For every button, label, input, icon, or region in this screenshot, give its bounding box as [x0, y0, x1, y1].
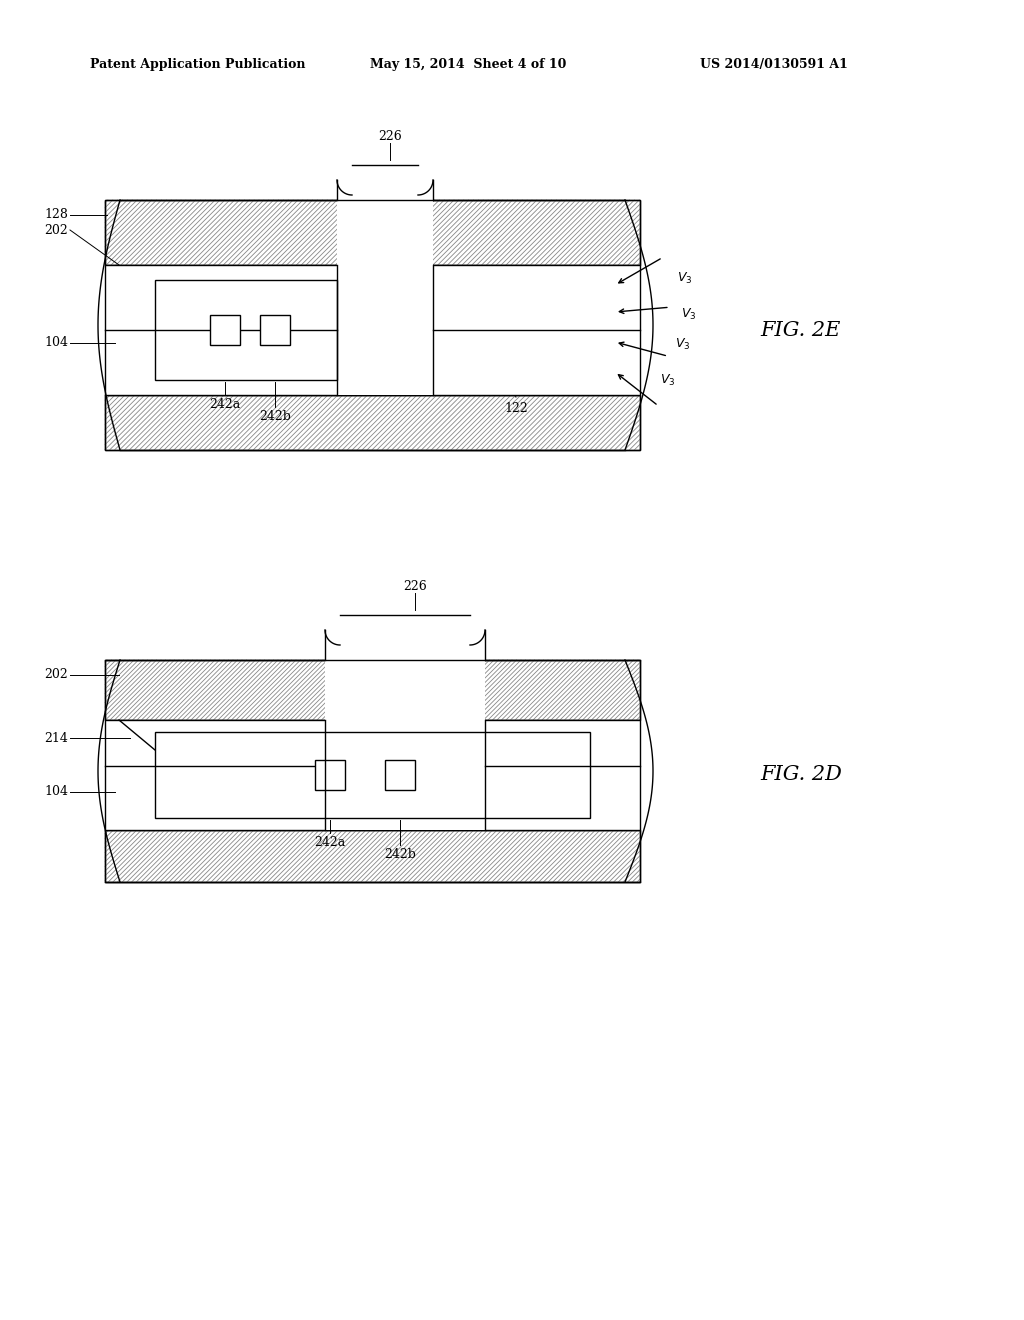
Text: 242b: 242b: [259, 411, 291, 422]
Text: $V_3$: $V_3$: [677, 271, 692, 285]
Bar: [315, 760, 345, 789]
Bar: [337, 165, 433, 201]
Bar: [155, 280, 337, 380]
Text: 214: 214: [44, 731, 68, 744]
Text: 128: 128: [44, 209, 68, 222]
Bar: [105, 660, 640, 719]
Text: 104: 104: [44, 337, 68, 350]
Text: US 2014/0130591 A1: US 2014/0130591 A1: [700, 58, 848, 71]
Text: 226: 226: [378, 129, 401, 143]
Bar: [105, 830, 640, 882]
Text: $V_3$: $V_3$: [660, 372, 676, 388]
Text: 202: 202: [44, 223, 68, 236]
Bar: [260, 315, 290, 345]
Bar: [325, 615, 485, 660]
Text: 202: 202: [44, 668, 68, 681]
Bar: [337, 265, 433, 395]
Bar: [105, 395, 640, 450]
Bar: [105, 719, 640, 830]
Text: Patent Application Publication: Patent Application Publication: [90, 58, 305, 71]
Text: 122: 122: [505, 403, 528, 414]
Bar: [105, 201, 640, 265]
Bar: [105, 265, 640, 395]
Text: 242a: 242a: [209, 399, 241, 411]
Text: 226: 226: [403, 579, 427, 593]
Bar: [105, 830, 640, 882]
Text: FIG. 2E: FIG. 2E: [760, 321, 841, 339]
Bar: [325, 660, 485, 719]
Bar: [155, 733, 590, 818]
Text: May 15, 2014  Sheet 4 of 10: May 15, 2014 Sheet 4 of 10: [370, 58, 566, 71]
Bar: [210, 315, 240, 345]
Text: $V_3$: $V_3$: [681, 306, 696, 322]
Text: 242a: 242a: [314, 836, 346, 849]
Bar: [105, 395, 640, 450]
Bar: [105, 201, 640, 265]
Text: $V_3$: $V_3$: [675, 337, 690, 351]
Bar: [385, 760, 415, 789]
Text: 242b: 242b: [384, 847, 416, 861]
Text: 104: 104: [44, 785, 68, 799]
Bar: [337, 201, 433, 265]
Text: FIG. 2D: FIG. 2D: [760, 766, 842, 784]
Bar: [325, 719, 485, 830]
Bar: [105, 660, 640, 719]
